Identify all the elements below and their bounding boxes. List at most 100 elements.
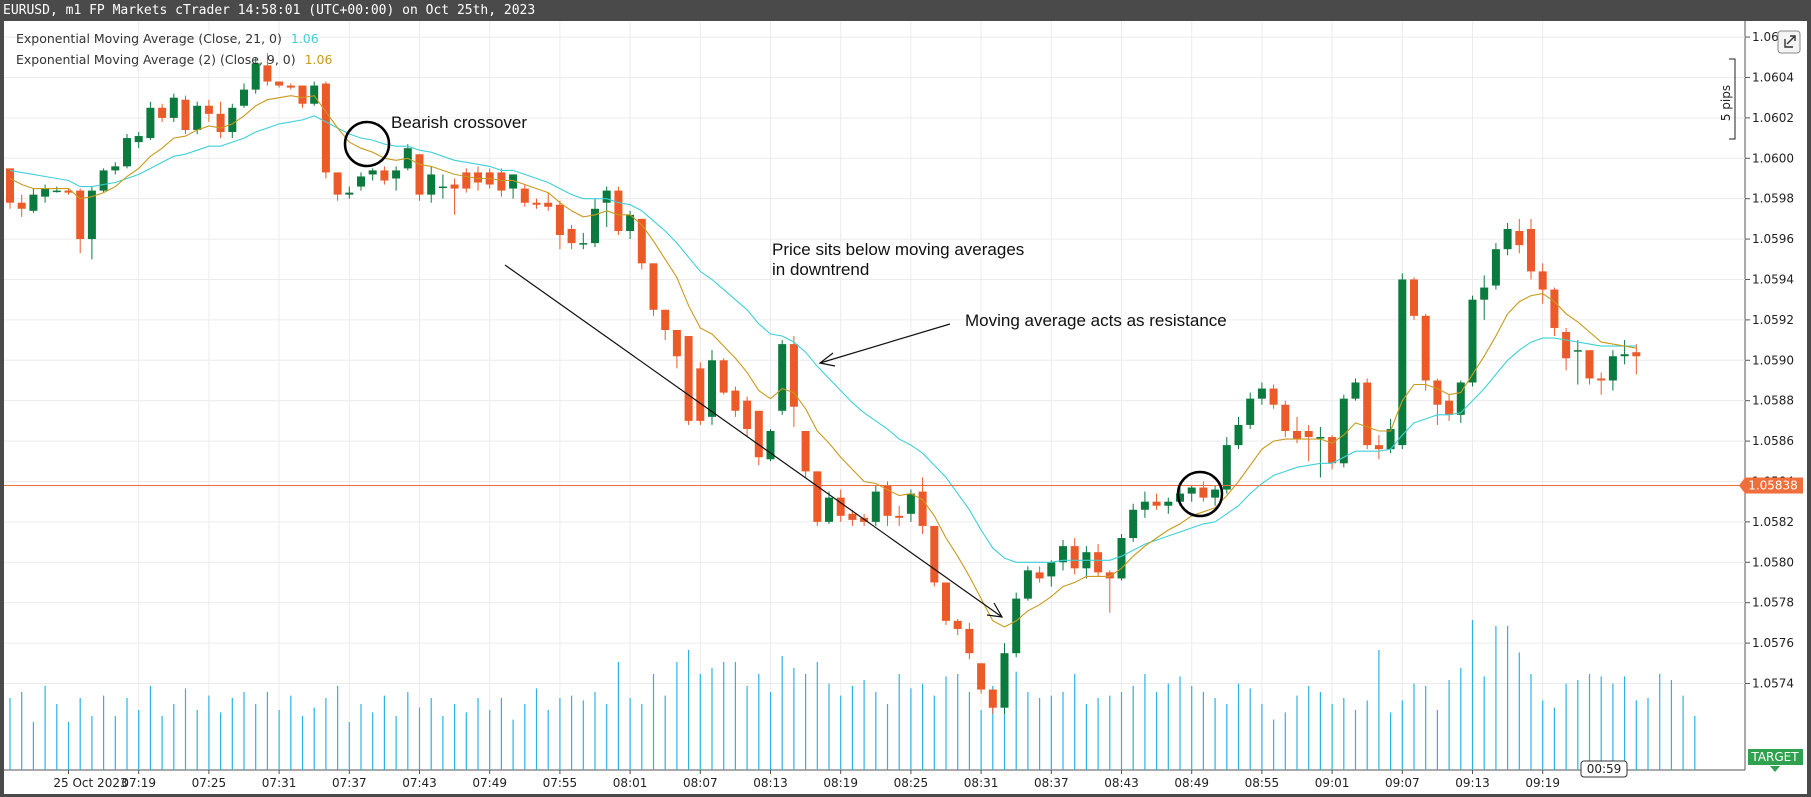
legend-ema9-name: Exponential Moving Average (2) (Close, 9… <box>16 52 296 67</box>
candle-body <box>216 113 225 133</box>
candle-body <box>626 214 635 231</box>
candle-body <box>357 176 365 187</box>
ema9-line <box>9 95 1637 628</box>
candle-body <box>450 184 459 189</box>
candle-body <box>1152 501 1161 506</box>
time-tick-label: 07:43 <box>402 776 437 790</box>
candle-body <box>1059 546 1067 563</box>
candle-body <box>1012 598 1021 654</box>
candle-body <box>942 582 950 621</box>
candle-body <box>661 309 670 330</box>
candle-body <box>298 85 307 104</box>
candle-body <box>1363 382 1372 446</box>
pips-scale-label: 5 pips <box>1719 85 1733 121</box>
candle-body <box>310 85 319 104</box>
legend-ema21-value: 1.06 <box>291 31 319 46</box>
candle-body <box>169 97 178 118</box>
candle-body <box>708 360 716 417</box>
candle-body <box>532 202 541 205</box>
candle-body <box>906 493 915 514</box>
annotation-below-2: in downtrend <box>772 260 869 279</box>
price-tick-label: 1.0578 <box>1752 596 1794 610</box>
price-tick-label: 1.0594 <box>1752 272 1794 286</box>
candle-body <box>1222 445 1231 490</box>
annotation-below-1: Price sits below moving averages <box>772 240 1024 259</box>
time-tick-label: 07:25 <box>192 776 227 790</box>
candle-body <box>1199 487 1208 498</box>
candle-body <box>883 485 892 516</box>
candle-body <box>228 107 237 133</box>
candle-body <box>591 208 599 244</box>
time-tick-label: 08:25 <box>894 776 929 790</box>
candle-body <box>87 190 96 240</box>
candle-body <box>368 170 377 175</box>
time-tick-label: 07:55 <box>543 776 578 790</box>
candle-body <box>29 194 38 211</box>
candle-body <box>333 172 342 195</box>
candle-body <box>918 491 927 526</box>
candle-body <box>1094 552 1103 573</box>
candle-body <box>99 170 108 191</box>
candle-body <box>801 430 810 472</box>
target-label: TARGET <box>1750 750 1799 764</box>
candle-body <box>1035 572 1044 579</box>
candle-body <box>1129 509 1138 539</box>
candle-body <box>766 430 775 460</box>
price-tick-label: 1.0588 <box>1752 394 1794 408</box>
time-tick-label: 08:31 <box>964 776 999 790</box>
candle-body <box>731 390 740 411</box>
countdown-box <box>1580 760 1628 778</box>
price-tick-label: 1.0590 <box>1752 353 1794 367</box>
candle-body <box>637 218 646 264</box>
candle-body <box>509 174 518 189</box>
candle-body <box>427 174 436 195</box>
candle-body <box>1608 356 1617 381</box>
popout-icon-frame <box>1784 39 1793 48</box>
candle-body <box>825 497 833 522</box>
candle-body <box>41 188 50 197</box>
candle-body <box>275 81 284 86</box>
time-axis[interactable] <box>4 770 1807 794</box>
candle-body <box>6 168 14 203</box>
price-axis-ticks: 1.05741.05761.05781.05801.05821.05841.05… <box>1745 30 1794 690</box>
candle-body <box>1070 546 1079 569</box>
candle-body <box>204 105 213 114</box>
legend-ema21-name: Exponential Moving Average (Close, 21, 0… <box>16 31 282 46</box>
candle-body <box>263 65 272 82</box>
candle-body <box>988 689 997 708</box>
time-tick-label: 08:37 <box>1034 776 1069 790</box>
price-tick-label: 1.0604 <box>1752 70 1794 84</box>
candle-body <box>813 471 822 522</box>
pips-scale-bracket <box>1729 58 1736 140</box>
candle-body <box>1468 299 1477 383</box>
candle-body <box>1000 653 1009 708</box>
candle-body <box>1246 398 1255 425</box>
candle-body <box>848 513 857 520</box>
candle-body <box>1597 378 1606 381</box>
candle-body <box>181 99 190 130</box>
target-tag[interactable] <box>1748 749 1803 765</box>
candle-body <box>111 166 120 171</box>
candle-body <box>1562 332 1571 359</box>
legend-ema9-value: 1.06 <box>305 52 333 67</box>
candle-body <box>474 172 482 183</box>
current-price-tag <box>1745 477 1803 494</box>
plot-area[interactable] <box>4 21 1745 770</box>
downtrend-arrow-head <box>986 602 1004 618</box>
candle-body <box>462 172 471 189</box>
candle-body <box>778 344 787 411</box>
price-axis[interactable] <box>1745 21 1807 770</box>
candle-body <box>696 368 705 421</box>
candle-body <box>1316 437 1325 439</box>
volume-bars <box>9 620 1696 770</box>
candles <box>6 53 1641 714</box>
candle-body <box>1187 487 1196 494</box>
candle-body <box>193 105 202 130</box>
time-tick-label: 09:07 <box>1385 776 1420 790</box>
current-price-label: 1.05838 <box>1748 479 1798 493</box>
candle-body <box>965 628 974 654</box>
candle-body <box>871 491 880 522</box>
candle-body <box>1445 400 1454 415</box>
candle-body <box>1620 354 1629 357</box>
